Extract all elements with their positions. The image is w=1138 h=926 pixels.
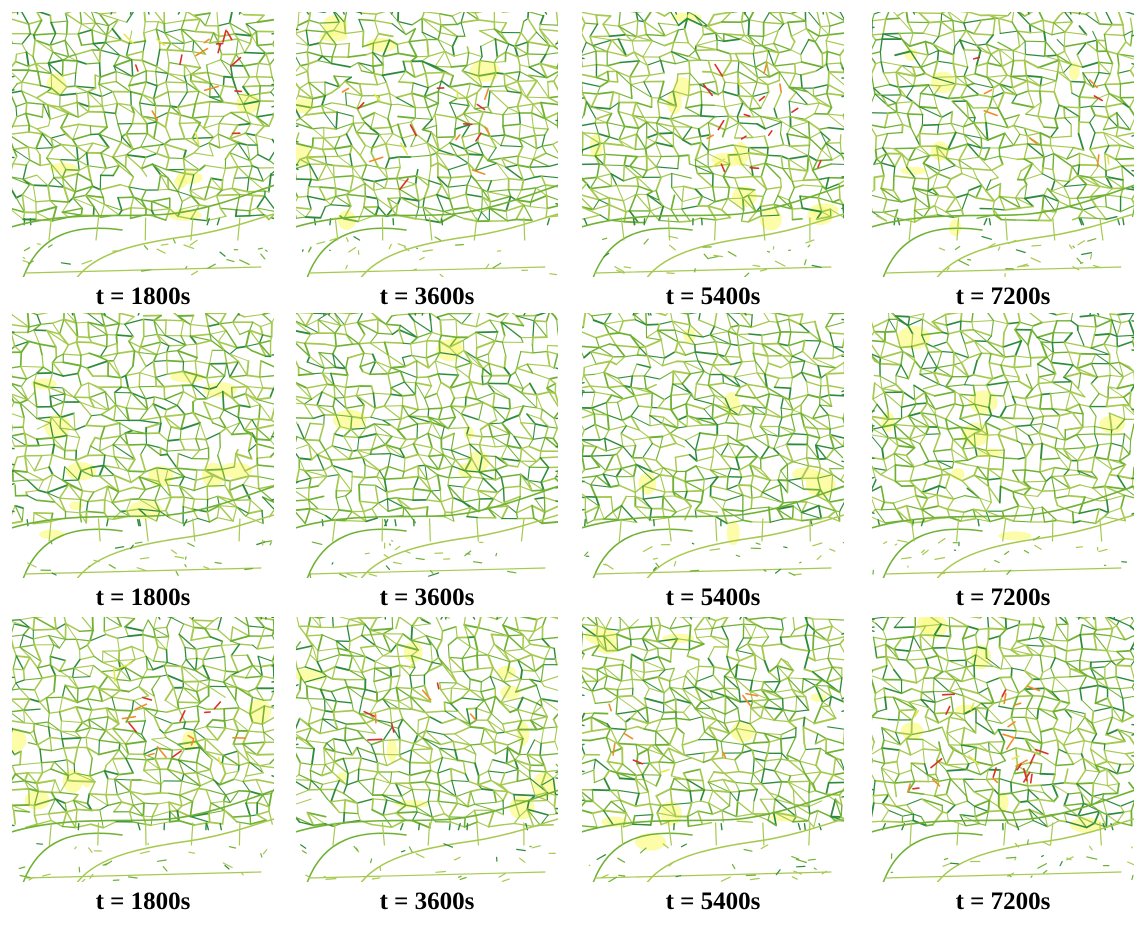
road-network-map — [872, 12, 1134, 277]
road-network-map — [582, 12, 844, 277]
time-caption: t = 7200s — [955, 584, 1051, 611]
congested-segments — [341, 87, 490, 190]
street-network — [12, 617, 274, 831]
congested-segments — [907, 685, 1049, 792]
road-network-map — [12, 12, 274, 277]
map-background — [582, 617, 844, 882]
map-panel: t = 5400s — [582, 313, 844, 614]
street-network — [872, 617, 1134, 831]
time-caption: t = 7200s — [955, 283, 1051, 310]
map-background — [296, 12, 558, 277]
road-network-map — [582, 313, 844, 578]
river-roads — [12, 485, 274, 578]
time-caption: t = 5400s — [665, 888, 761, 915]
map-panel: t = 3600s — [296, 617, 558, 918]
river-roads — [582, 184, 844, 277]
congested-segments — [123, 29, 243, 145]
map-panel: t = 3600s — [296, 12, 558, 313]
street-network — [582, 12, 844, 226]
congested-segments — [363, 663, 477, 741]
road-network-map — [296, 12, 558, 277]
river-roads — [12, 184, 274, 277]
street-network — [872, 12, 1134, 226]
time-caption: t = 1800s — [95, 584, 191, 611]
time-caption: t = 7200s — [955, 888, 1051, 915]
street-network — [582, 617, 844, 831]
map-panel: t = 7200s — [872, 12, 1134, 313]
congested-segments — [972, 56, 1110, 167]
map-panel: t = 1800s — [12, 12, 274, 313]
river-roads — [296, 485, 558, 578]
congested-segments — [702, 62, 822, 173]
congested-segments — [113, 662, 246, 765]
road-network-map — [12, 313, 274, 578]
map-panel: t = 1800s — [12, 313, 274, 614]
time-caption: t = 5400s — [665, 283, 761, 310]
river-roads — [582, 789, 844, 882]
river-roads — [872, 789, 1134, 882]
road-network-map — [872, 313, 1134, 578]
road-network-map — [296, 313, 558, 578]
street-network — [582, 313, 844, 527]
river-roads — [296, 789, 558, 882]
river-roads — [872, 184, 1134, 277]
map-panel: t = 7200s — [872, 313, 1134, 614]
time-caption: t = 1800s — [95, 283, 191, 310]
street-network — [296, 617, 558, 831]
time-caption: t = 3600s — [379, 888, 475, 915]
map-panel: t = 5400s — [582, 12, 844, 313]
time-caption: t = 3600s — [379, 283, 475, 310]
map-panel: t = 7200s — [872, 617, 1134, 918]
map-panel: t = 1800s — [12, 617, 274, 918]
road-network-map — [296, 617, 558, 882]
time-caption: t = 5400s — [665, 584, 761, 611]
map-panel: t = 3600s — [296, 313, 558, 614]
river-roads — [582, 485, 844, 578]
river-roads — [296, 184, 558, 277]
time-caption: t = 1800s — [95, 888, 191, 915]
street-network — [872, 313, 1134, 527]
street-network — [12, 12, 274, 226]
river-roads — [872, 485, 1134, 578]
heat-patches — [296, 641, 556, 820]
congested-segments — [608, 692, 759, 773]
river-roads — [12, 789, 274, 882]
road-network-map — [12, 617, 274, 882]
street-network — [296, 12, 558, 226]
time-caption: t = 3600s — [379, 584, 475, 611]
map-panel: t = 5400s — [582, 617, 844, 918]
road-network-map — [872, 617, 1134, 882]
road-network-map — [582, 617, 844, 882]
